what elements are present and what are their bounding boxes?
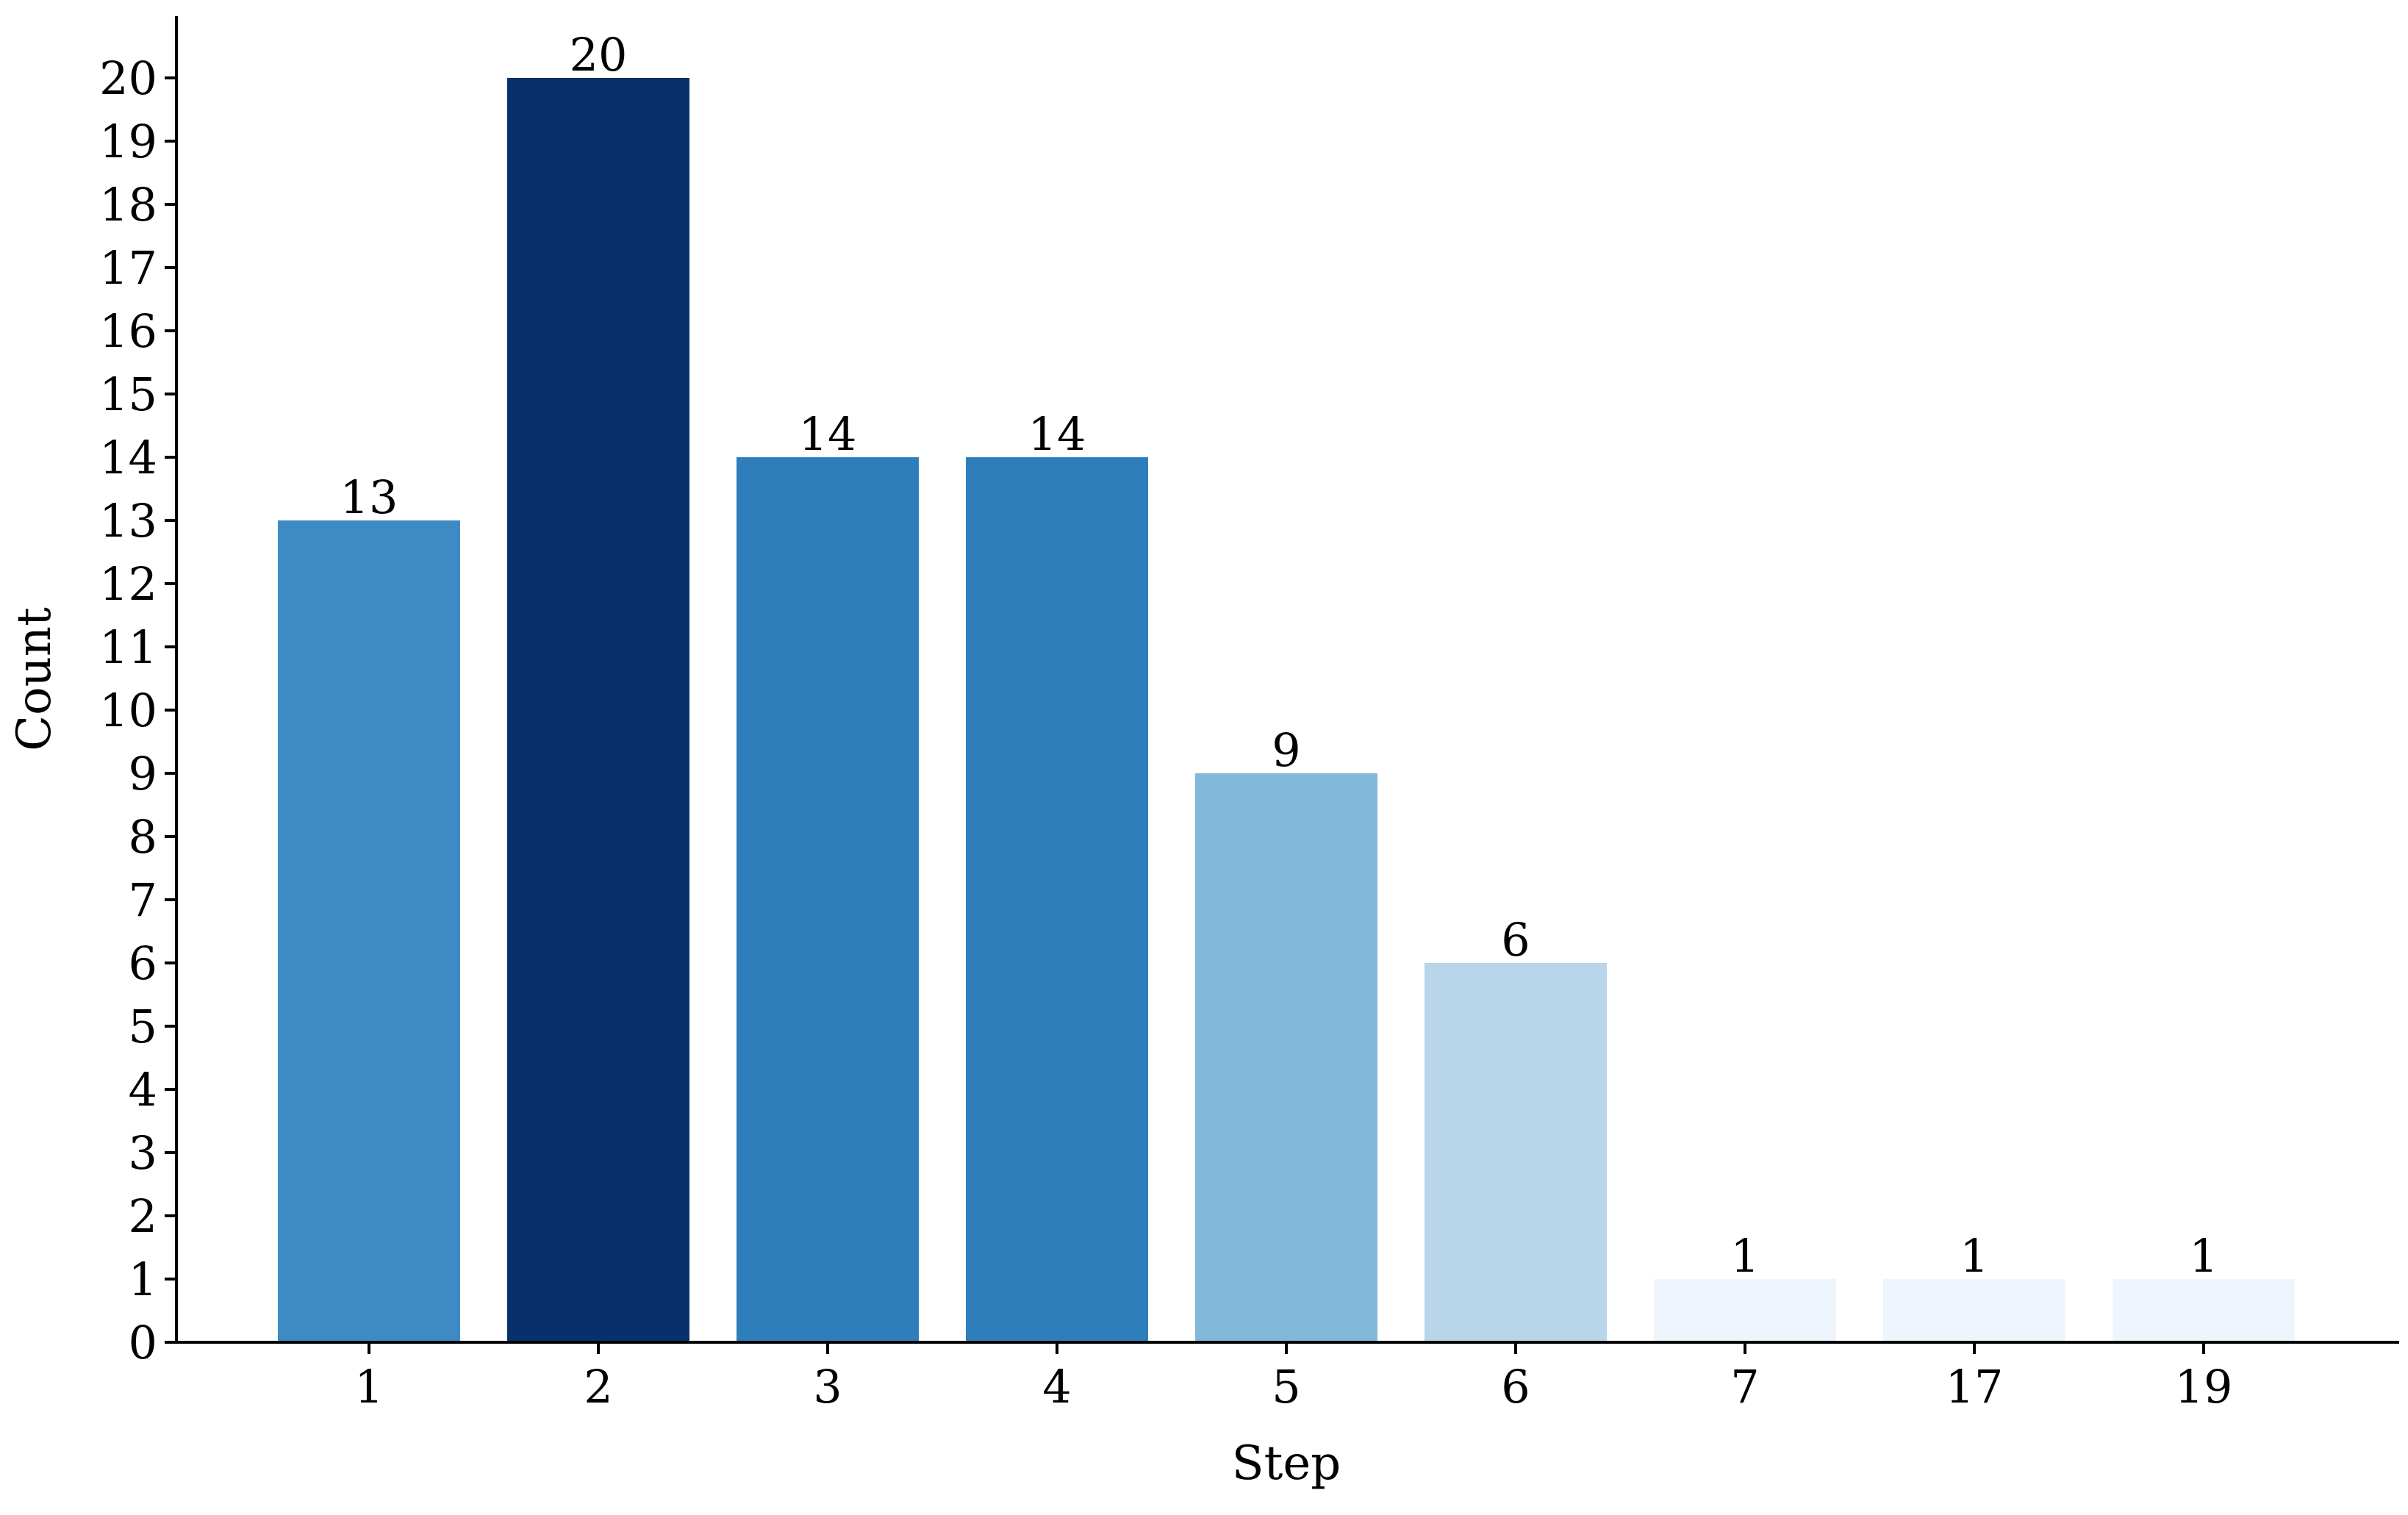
x-tick-label: 17 xyxy=(1946,1360,2004,1414)
x-tick-label: 6 xyxy=(1501,1360,1530,1414)
y-tick-label: 3 xyxy=(129,1126,157,1180)
bar-17 xyxy=(1883,1279,2065,1342)
y-tick-label: 16 xyxy=(99,304,157,358)
x-tick-label: 7 xyxy=(1730,1360,1759,1414)
y-tick-label: 18 xyxy=(99,178,157,232)
y-tick-label: 11 xyxy=(99,620,157,674)
y-tick-label: 0 xyxy=(129,1316,157,1369)
bar-value-label: 6 xyxy=(1501,913,1530,967)
y-tick-label: 2 xyxy=(129,1189,157,1243)
y-tick-label: 8 xyxy=(129,810,157,864)
bar-4 xyxy=(966,457,1148,1342)
bar-5 xyxy=(1195,773,1377,1342)
y-tick-label: 20 xyxy=(99,51,157,105)
x-tick-label: 4 xyxy=(1042,1360,1071,1414)
y-tick-label: 5 xyxy=(129,1000,157,1053)
bars-layer xyxy=(278,78,2295,1342)
x-tick-label: 3 xyxy=(813,1360,842,1414)
bar-value-label: 14 xyxy=(1028,407,1086,461)
y-tick-label: 19 xyxy=(99,115,157,168)
y-axis-title: Count xyxy=(7,607,62,751)
bar-19 xyxy=(2113,1279,2295,1342)
y-tick-label: 1 xyxy=(129,1253,157,1306)
x-axis-ticks: 1 2 3 4 5 6 7 17 19 xyxy=(354,1342,2232,1414)
bar-7 xyxy=(1654,1279,1836,1342)
y-tick-label: 15 xyxy=(99,368,157,421)
x-tick-label: 2 xyxy=(584,1360,612,1414)
y-tick-label: 10 xyxy=(99,684,157,737)
y-tick-label: 14 xyxy=(99,431,157,484)
y-tick-label: 12 xyxy=(99,557,157,611)
y-tick-label: 4 xyxy=(129,1063,157,1117)
bar-value-label: 13 xyxy=(340,470,398,524)
bar-value-label: 1 xyxy=(1730,1229,1759,1283)
bar-6 xyxy=(1425,963,1607,1342)
bar-1 xyxy=(278,520,460,1342)
bar-value-label: 20 xyxy=(570,28,628,82)
bar-3 xyxy=(737,457,919,1342)
x-tick-label: 19 xyxy=(2175,1360,2233,1414)
y-tick-label: 13 xyxy=(99,494,157,548)
y-tick-label: 17 xyxy=(99,241,157,295)
bar-2 xyxy=(507,78,689,1342)
x-axis-title: Step xyxy=(1232,1436,1341,1491)
bar-labels-layer: 13 20 14 14 9 6 1 1 1 xyxy=(340,28,2218,1283)
y-tick-label: 6 xyxy=(129,936,157,990)
bar-value-label: 9 xyxy=(1272,723,1300,777)
x-tick-label: 1 xyxy=(354,1360,383,1414)
x-tick-label: 5 xyxy=(1272,1360,1300,1414)
bar-value-label: 14 xyxy=(799,407,857,461)
bar-value-label: 1 xyxy=(1960,1229,1988,1283)
y-tick-label: 9 xyxy=(129,747,157,801)
bar-value-label: 1 xyxy=(2189,1229,2218,1283)
y-tick-label: 7 xyxy=(129,873,157,927)
